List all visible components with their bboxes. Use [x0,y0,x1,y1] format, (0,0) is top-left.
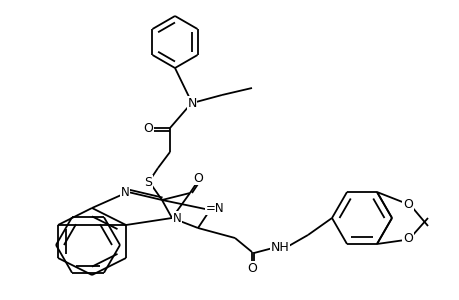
Text: N: N [187,97,196,110]
Text: O: O [143,122,152,134]
Text: O: O [246,262,257,275]
Text: N: N [120,185,129,199]
Text: O: O [402,232,412,244]
Text: NH: NH [270,242,289,254]
Text: S: S [144,176,151,188]
Text: O: O [402,199,412,212]
Text: =N: =N [205,202,224,214]
Text: N: N [172,212,181,224]
Text: O: O [193,172,202,184]
